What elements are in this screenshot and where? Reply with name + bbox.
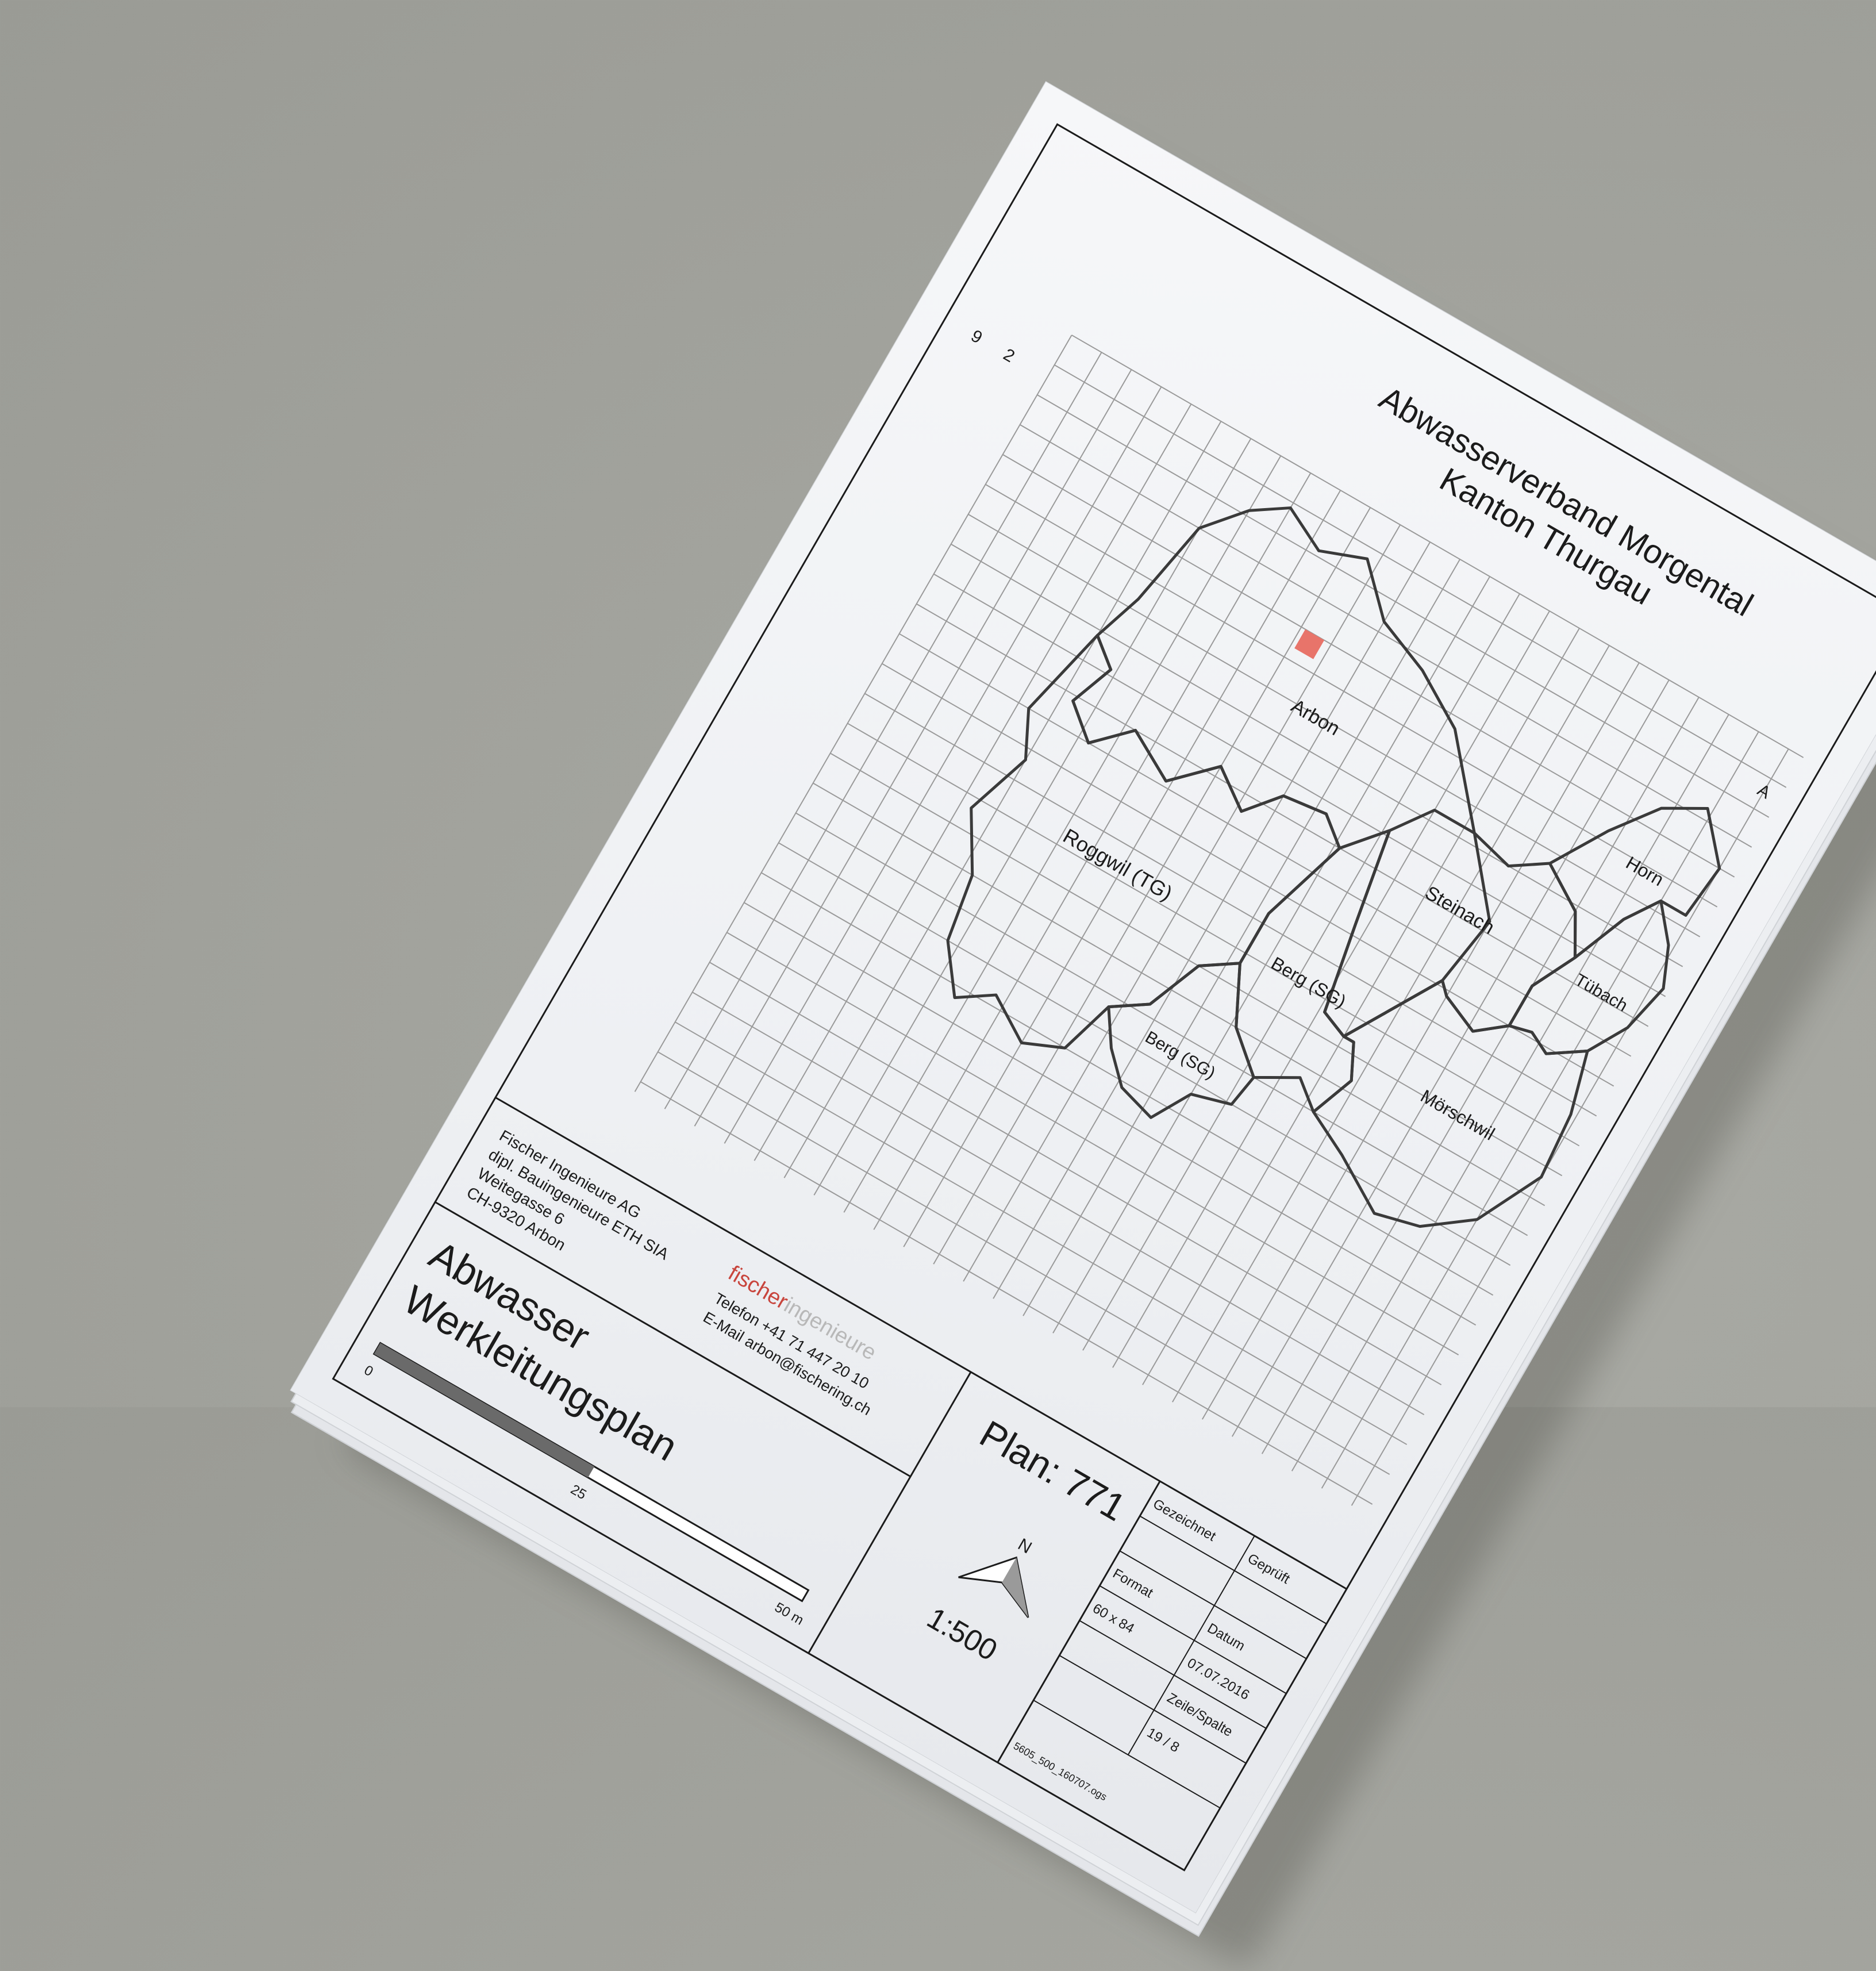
- boundary-tuebach: [1508, 899, 1670, 1055]
- grid-line: [761, 872, 1494, 1296]
- photo-scene: Abwasserverband Morgental Kanton Thurgau…: [290, 81, 1876, 1971]
- grid-line: [1261, 697, 1700, 1454]
- grid-line: [778, 842, 1511, 1266]
- grid-line: [843, 455, 1282, 1213]
- scale-zero-label: 0: [362, 1362, 376, 1380]
- grid-line: [847, 723, 1580, 1147]
- label-moerschwil: Mörschwil: [1417, 1085, 1498, 1144]
- grid-line: [694, 369, 1132, 1127]
- grid-line: [882, 663, 1614, 1087]
- plan-sheet: Abwasserverband Morgental Kanton Thurgau…: [290, 81, 1876, 1914]
- header-datum: Datum: [1205, 1620, 1248, 1654]
- grid-line: [873, 472, 1312, 1230]
- grid-line: [933, 573, 1666, 997]
- company-line2: dipl. Bauingenieure ETH SIA: [486, 1146, 672, 1263]
- grid-line: [1071, 335, 1804, 758]
- plan-scale: 1:500: [921, 1601, 1003, 1668]
- header-zeile-spalte: Zeile/Spalte: [1164, 1690, 1235, 1740]
- scale-end-label: 50 m: [772, 1600, 806, 1628]
- grid-line: [744, 902, 1477, 1326]
- grid-line: [675, 1021, 1408, 1445]
- grid-line: [1002, 454, 1735, 878]
- grid-line: [634, 335, 1072, 1092]
- grid-line: [658, 1051, 1390, 1475]
- grid-line: [933, 507, 1371, 1265]
- label-tuebach: Tübach: [1571, 970, 1631, 1016]
- grid-line: [813, 782, 1546, 1207]
- grid-line: [1201, 662, 1640, 1420]
- grid-line: [726, 932, 1459, 1356]
- edge-mark: A: [1754, 781, 1774, 803]
- grid-line: [864, 693, 1597, 1117]
- grid-line: [795, 812, 1528, 1236]
- label-horn: Horn: [1623, 852, 1667, 890]
- grid-line: [709, 962, 1442, 1386]
- file-code: 5605_500_160707.ogs: [1011, 1740, 1109, 1803]
- grid-line: [1022, 559, 1460, 1316]
- grid-line: [993, 541, 1431, 1299]
- plan-number: Plan: 771: [973, 1412, 1133, 1530]
- map-grid: [634, 335, 1804, 1506]
- grid-line: [754, 404, 1192, 1161]
- north-label: N: [1014, 1535, 1035, 1557]
- label-berg-north: Berg (SG): [1267, 952, 1350, 1012]
- edge-mark: 9: [968, 326, 986, 348]
- grid-line: [1291, 714, 1729, 1471]
- edge-mark: 2: [1000, 345, 1018, 366]
- header-gezeichnet: Gezeichnet: [1150, 1496, 1218, 1544]
- grid-line: [1142, 628, 1580, 1385]
- value-row-col: 19 / 8: [1144, 1725, 1182, 1755]
- header-geprueft: Geprüft: [1245, 1551, 1293, 1588]
- grid-line: [813, 438, 1252, 1196]
- grid-line: [664, 352, 1102, 1109]
- grid-line: [1020, 424, 1752, 848]
- grid-line: [899, 633, 1632, 1057]
- grid-line: [1321, 731, 1759, 1489]
- value-date: 07.07.2016: [1185, 1655, 1252, 1703]
- grid-line: [724, 386, 1162, 1144]
- grid-line: [916, 603, 1649, 1027]
- grid-line: [963, 524, 1401, 1282]
- grid-line: [830, 752, 1563, 1177]
- grid-line: [1231, 679, 1670, 1437]
- grid-line: [692, 992, 1425, 1415]
- boundary-moerschwil: [1312, 979, 1589, 1228]
- label-arbon: Arbon: [1287, 695, 1344, 740]
- municipality-boundaries: [946, 506, 1721, 1228]
- north-arrow-icon: N: [958, 1535, 1035, 1618]
- title-block-divider: [495, 1097, 1347, 1590]
- grid-line: [1082, 593, 1520, 1351]
- grid-line: [1172, 645, 1610, 1403]
- plan-location-marker: [1294, 629, 1325, 659]
- grid-line: [783, 421, 1222, 1178]
- grid-line: [1052, 576, 1490, 1334]
- boundary-berg-south: [1107, 962, 1255, 1119]
- scale-mid-label: 25: [568, 1482, 589, 1503]
- plan-title: Abwasserverband Morgental: [1373, 379, 1759, 624]
- label-roggwil: Roggwil (TG): [1059, 824, 1177, 905]
- grid-line: [903, 490, 1341, 1247]
- grid-line: [968, 513, 1701, 938]
- boundary-horn: [1548, 806, 1721, 959]
- grid-line: [1037, 394, 1770, 818]
- grid-line: [1054, 364, 1787, 788]
- grid-line: [951, 543, 1683, 967]
- grid-line: [985, 483, 1718, 908]
- plan-sheet-drawing: Abwasserverband Morgental Kanton Thurgau…: [332, 123, 1876, 1872]
